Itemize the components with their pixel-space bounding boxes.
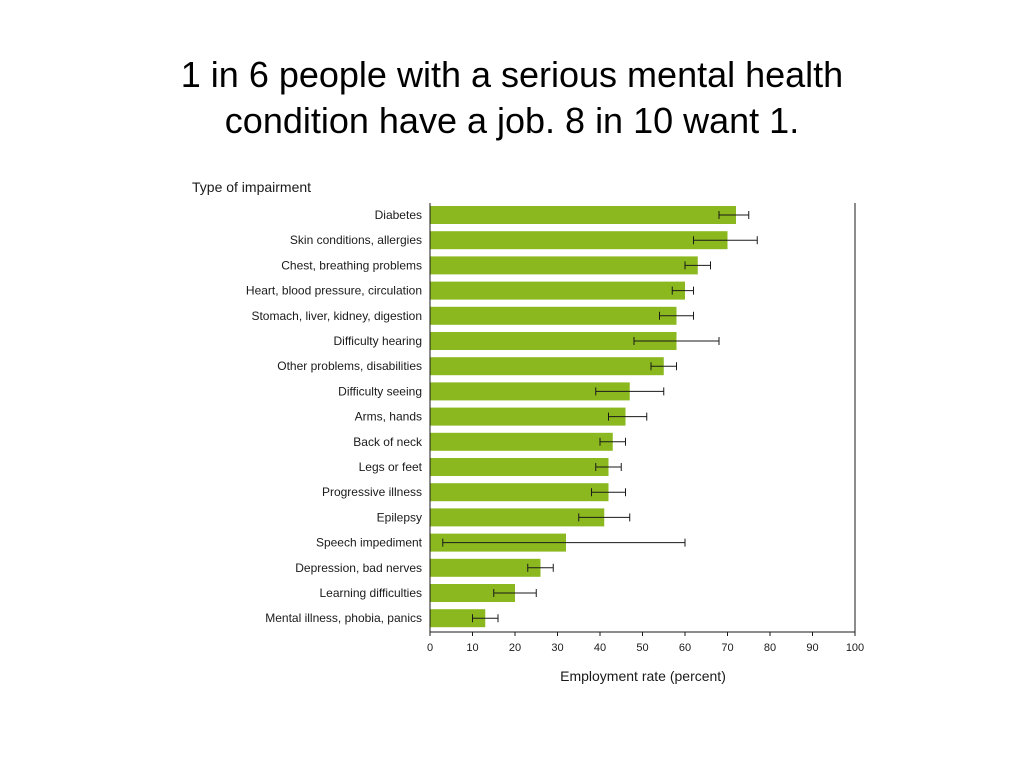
category-label: Diabetes: [375, 208, 422, 222]
bars-layer: Diabetes Skin conditions, allergies Chest,…: [246, 206, 758, 628]
bar: [430, 332, 677, 350]
x-tick-label: 50: [636, 642, 648, 654]
category-axis-title: Type of impairment: [192, 179, 311, 195]
x-axis: 0 10 20 30 40 50 60 70 80 90 100: [427, 203, 864, 654]
bar: [430, 281, 685, 300]
x-tick-label: 100: [846, 642, 864, 654]
bar: [430, 306, 677, 325]
slide-title-line-2: condition have a job. 8 in 10 want 1.: [224, 100, 800, 141]
x-tick-label: 30: [551, 642, 563, 654]
category-label: Epilepsy: [377, 510, 422, 524]
bar: [430, 382, 630, 401]
bar: [430, 508, 605, 527]
x-tick-label: 40: [594, 642, 606, 654]
category-label: Skin conditions, allergies: [290, 233, 422, 247]
slide-title: 1 in 6 people with a serious mental heal…: [0, 52, 1024, 144]
x-tick-label: 10: [466, 642, 478, 654]
category-label: Legs or feet: [359, 460, 423, 474]
category-label: Chest, breathing problems: [281, 258, 422, 272]
x-tick-label: 80: [764, 642, 776, 654]
category-label: Difficulty hearing: [334, 334, 423, 348]
category-label: Stomach, liver, kidney, digestion: [251, 309, 422, 323]
category-label: Back of neck: [353, 435, 423, 449]
category-label: Depression, bad nerves: [295, 561, 422, 575]
slide-title-line-1: 1 in 6 people with a serious mental heal…: [180, 54, 844, 95]
x-tick-label: 90: [806, 642, 818, 654]
bar: [430, 432, 613, 451]
x-tick-label: 60: [679, 642, 691, 654]
x-tick-label: 20: [509, 642, 521, 654]
category-label: Learning difficulties: [319, 586, 422, 600]
x-tick-label: 0: [427, 642, 433, 654]
bar: [430, 206, 736, 224]
category-label: Difficulty seeing: [338, 384, 422, 398]
bar: [430, 357, 664, 376]
bar: [430, 231, 728, 250]
category-label: Heart, blood pressure, circulation: [246, 284, 422, 298]
x-axis-label: Employment rate (percent): [560, 668, 726, 684]
x-tick-label: 70: [721, 642, 733, 654]
category-label: Arms, hands: [355, 410, 422, 424]
bar: [430, 483, 609, 502]
bar: [430, 407, 626, 426]
bar: [430, 558, 541, 577]
category-label: Other problems, disabilities: [277, 359, 422, 373]
category-label: Speech impediment: [316, 536, 423, 550]
category-label: Mental illness, phobia, panics: [265, 611, 422, 625]
bar: [430, 458, 609, 476]
bar: [430, 584, 515, 602]
bar: [430, 609, 486, 628]
category-label: Progressive illness: [322, 485, 422, 499]
bar: [430, 256, 698, 275]
